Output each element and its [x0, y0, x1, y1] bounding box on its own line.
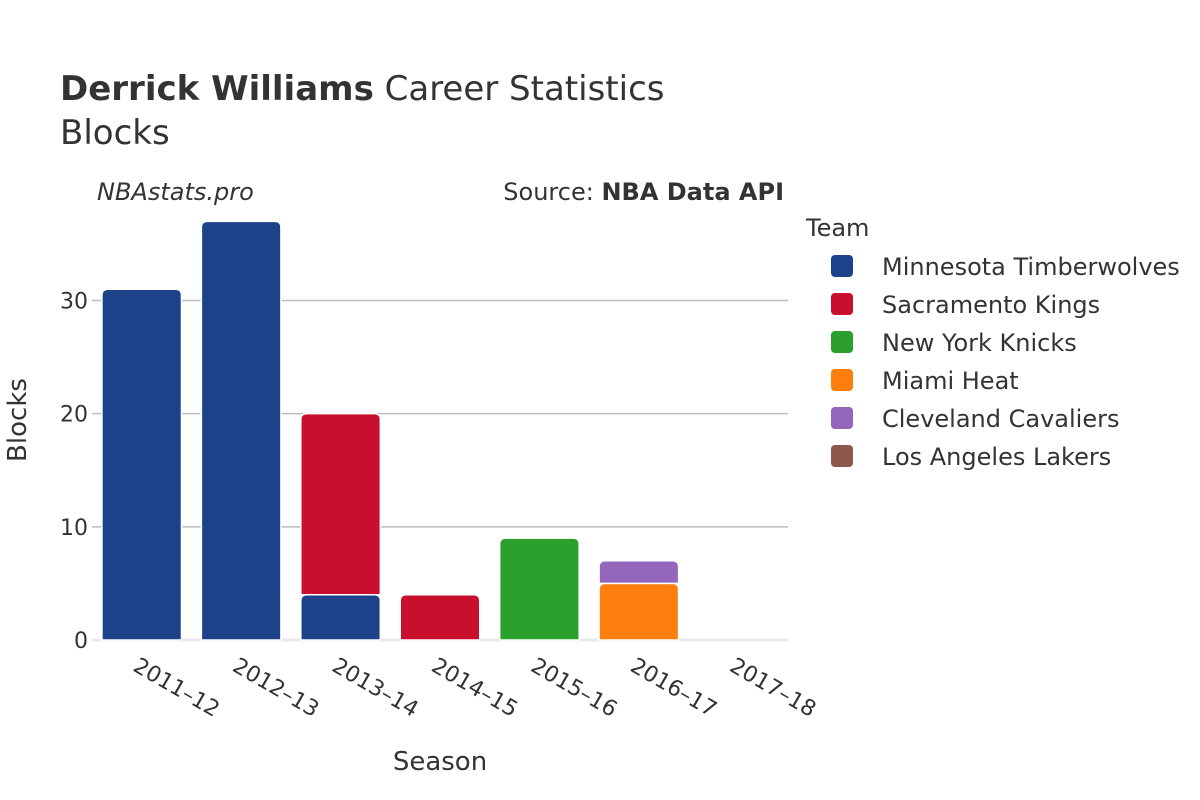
- legend-swatch-miami-heat: [831, 369, 853, 391]
- bar-2014–15-sacramento-kings: [399, 593, 481, 641]
- watermark: NBAstats.pro: [97, 178, 254, 206]
- source-name: NBA Data API: [601, 178, 784, 206]
- legend-label-minnesota-timberwolves: Minnesota Timberwolves: [882, 253, 1180, 281]
- legend-swatch-cleveland-cavaliers: [831, 407, 853, 429]
- legend-label-cleveland-cavaliers: Cleveland Cavaliers: [882, 405, 1119, 433]
- bar-2012–13-minnesota-timberwolves: [200, 220, 282, 641]
- chart-subtitle: Blocks: [60, 113, 170, 153]
- bar-2013–14-sacramento-kings: [300, 412, 382, 596]
- legend-label-sacramento-kings: Sacramento Kings: [882, 291, 1100, 319]
- source-prefix: Source:: [503, 178, 601, 206]
- legend-label-new-york-knicks: New York Knicks: [882, 329, 1077, 357]
- chart-title-rest: Career Statistics: [374, 69, 665, 109]
- x-tick-label-2013–14: 2013–14: [328, 654, 423, 723]
- legend: Team Minnesota Timberwolves Sacramento Ki…: [805, 214, 1180, 471]
- x-tick-label-2015–16: 2015–16: [526, 654, 621, 723]
- y-tick-labels: 0 10 20 30: [60, 290, 88, 654]
- legend-swatch-new-york-knicks: [831, 331, 853, 353]
- legend-swatch-los-angeles-lakers: [831, 445, 853, 467]
- x-axis-title: Season: [393, 747, 487, 777]
- y-axis-title: Blocks: [3, 378, 33, 462]
- chart-title-bold: Derrick Williams: [60, 69, 374, 109]
- x-tick-label-2014–15: 2014–15: [427, 654, 522, 723]
- bar-2015–16-new-york-knicks: [498, 537, 580, 641]
- legend-label-los-angeles-lakers: Los Angeles Lakers: [882, 443, 1111, 471]
- y-tick-label-0: 0: [74, 629, 88, 654]
- bar-2011–12-minnesota-timberwolves: [101, 288, 183, 641]
- x-tick-label-2016–17: 2016–17: [626, 654, 721, 723]
- x-tick-labels: 2011–12 2012–13 2013–14 2014–15 2015–16 2016–…: [129, 654, 820, 723]
- x-tick-label-2012–13: 2012–13: [228, 654, 323, 723]
- y-tick-label-10: 10: [60, 516, 88, 541]
- legend-label-miami-heat: Miami Heat: [882, 367, 1019, 395]
- x-tick-label-2017–18: 2017–18: [725, 654, 820, 723]
- source-credit: Source: NBA Data API: [503, 178, 784, 206]
- bar-2016–17-miami-heat: [598, 582, 680, 641]
- y-tick-label-30: 30: [60, 290, 88, 315]
- bar-2013–14-minnesota-timberwolves: [300, 593, 382, 641]
- legend-title: Team: [805, 214, 869, 242]
- bars: [101, 220, 680, 641]
- legend-swatch-minnesota-timberwolves: [831, 255, 853, 277]
- y-tick-label-20: 20: [60, 403, 88, 428]
- chart-title: Derrick Williams Career Statistics: [60, 69, 664, 109]
- x-tick-label-2011–12: 2011–12: [129, 654, 224, 723]
- bar-2016–17-cleveland-cavaliers: [598, 560, 680, 585]
- legend-swatch-sacramento-kings: [831, 293, 853, 315]
- y-gridlines: [92, 299, 788, 642]
